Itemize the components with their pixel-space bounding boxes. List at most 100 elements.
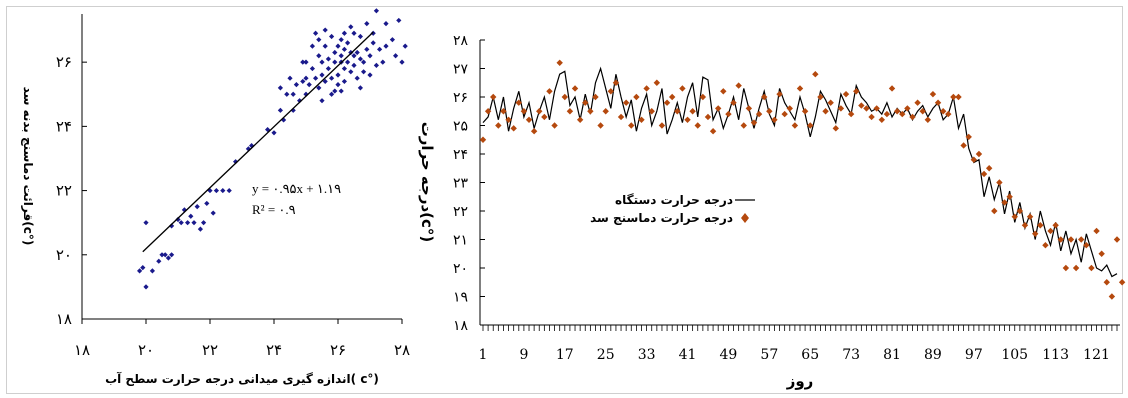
series-dam-point [515,99,522,106]
series-dam-point [878,116,886,123]
series-dam-point [617,113,625,121]
series-dam-point [1001,199,1008,206]
series-dam-point [648,108,655,115]
scatter-point [210,210,216,216]
line-x-tick-label: 81 [883,347,901,363]
series-dam-point [714,105,722,112]
scatter-x-tick-label: ۲۸ [394,341,410,359]
scatter-point [357,56,363,62]
series-dam-point [827,99,834,106]
scatter-point [389,37,395,43]
line-x-tick-label: 73 [842,347,860,363]
series-dam-point [653,79,661,86]
line-y-tick-label: ۲۷ [453,62,469,78]
scatter-point [332,88,338,94]
series-dam-point [1098,250,1105,257]
line-y-tick-label: ۱۹ [453,290,468,306]
series-dam-point [776,90,783,98]
scatter-point [316,37,322,43]
series-dam-point [500,108,507,115]
scatter-point [303,75,309,81]
series-dam-point [546,88,553,95]
scatter-point [233,159,239,165]
series-dam-point [1067,236,1075,243]
series-dam-point [730,99,737,106]
scatter-y-tick-label: ۲۰ [56,246,72,264]
line-x-ticks: 1 9 17 25 33 41 49 57 65 73 81 89 97 105 113 121 [479,347,1110,363]
series-dam-point [735,82,742,89]
scatter-point [178,220,184,226]
series-dam-thermometer-points [479,59,1126,300]
series-dam-point [745,105,753,112]
scatter-point [319,72,325,78]
scatter-point [191,220,197,226]
series-dam-point [817,93,824,101]
scatter-point [329,33,335,40]
series-dam-point [832,125,839,132]
series-dam-point [883,110,891,118]
line-y-tick-label: ۲۴ [453,147,468,163]
line-y-tick-label: ۲۶ [453,90,468,106]
scatter-point [287,75,293,81]
scatter-point [140,265,146,271]
scatter-point [373,62,379,68]
series-dam-point [1113,236,1121,243]
scatter-point [341,46,347,52]
series-dam-point [1037,222,1044,229]
line-y-tick-label: ۲۸ [453,33,469,49]
series-dam-point [955,93,962,101]
scatter-point [399,59,405,65]
series-dam-point [1052,222,1059,229]
scatter-x-tick-label: ۲۰ [138,341,154,359]
line-x-tick-label: 1 [479,347,488,363]
scatter-point [322,27,328,33]
series-dam-point [950,93,957,101]
scatter-point [338,53,344,59]
series-dam-point [801,108,809,115]
scatter-point [169,223,175,229]
series-dam-point [510,125,517,132]
series-dam-point [796,85,804,92]
series-device-temperature-line [482,66,1118,278]
series-dam-point [638,116,645,123]
line-x-tick-label: 65 [801,347,819,363]
series-dam-point [566,108,574,115]
scatter-point [351,53,357,59]
series-dam-point [1011,213,1018,220]
line-x-tick-label: 97 [965,347,983,363]
series-dam-point [868,113,875,121]
scatter-point [345,59,351,65]
scatter-point [348,69,354,75]
scatter-x-tick-label: ۲۲ [202,341,218,359]
line-x-axis-title: روز [786,372,814,390]
series-dam-point [975,150,983,158]
scatter-point [361,69,367,75]
line-y-tick-label: ۲۳ [453,176,469,192]
scatter-point [165,255,171,261]
scatter-point [335,82,341,88]
series-dam-point [658,122,666,129]
series-dam-point [766,108,773,115]
line-x-tick-label: 41 [679,347,697,363]
scatter-point [383,21,389,27]
line-y-tick-label: ۲۱ [453,233,468,249]
series-dam-point [541,113,548,121]
scatter-point [348,24,354,30]
series-dam-point [980,170,988,178]
series-dam-point [622,99,630,106]
series-dam-point [1118,279,1126,286]
series-dam-point [1088,264,1095,272]
scatter-point [393,53,399,59]
line-x-tick-label: 113 [1042,347,1069,363]
series-dam-point [1093,227,1100,235]
line-x-tick-label: 49 [720,347,738,363]
scatter-point [341,78,347,85]
scatter-point [396,17,402,24]
series-dam-point [1006,193,1013,200]
scatter-point [143,220,149,226]
series-dam-point [791,122,799,129]
scatter-point [351,62,357,68]
scatter-x-axis-title: اندازه گیری میدانی درجه حرارت سطح آب( c°… [105,371,379,386]
scatter-point [175,216,181,223]
